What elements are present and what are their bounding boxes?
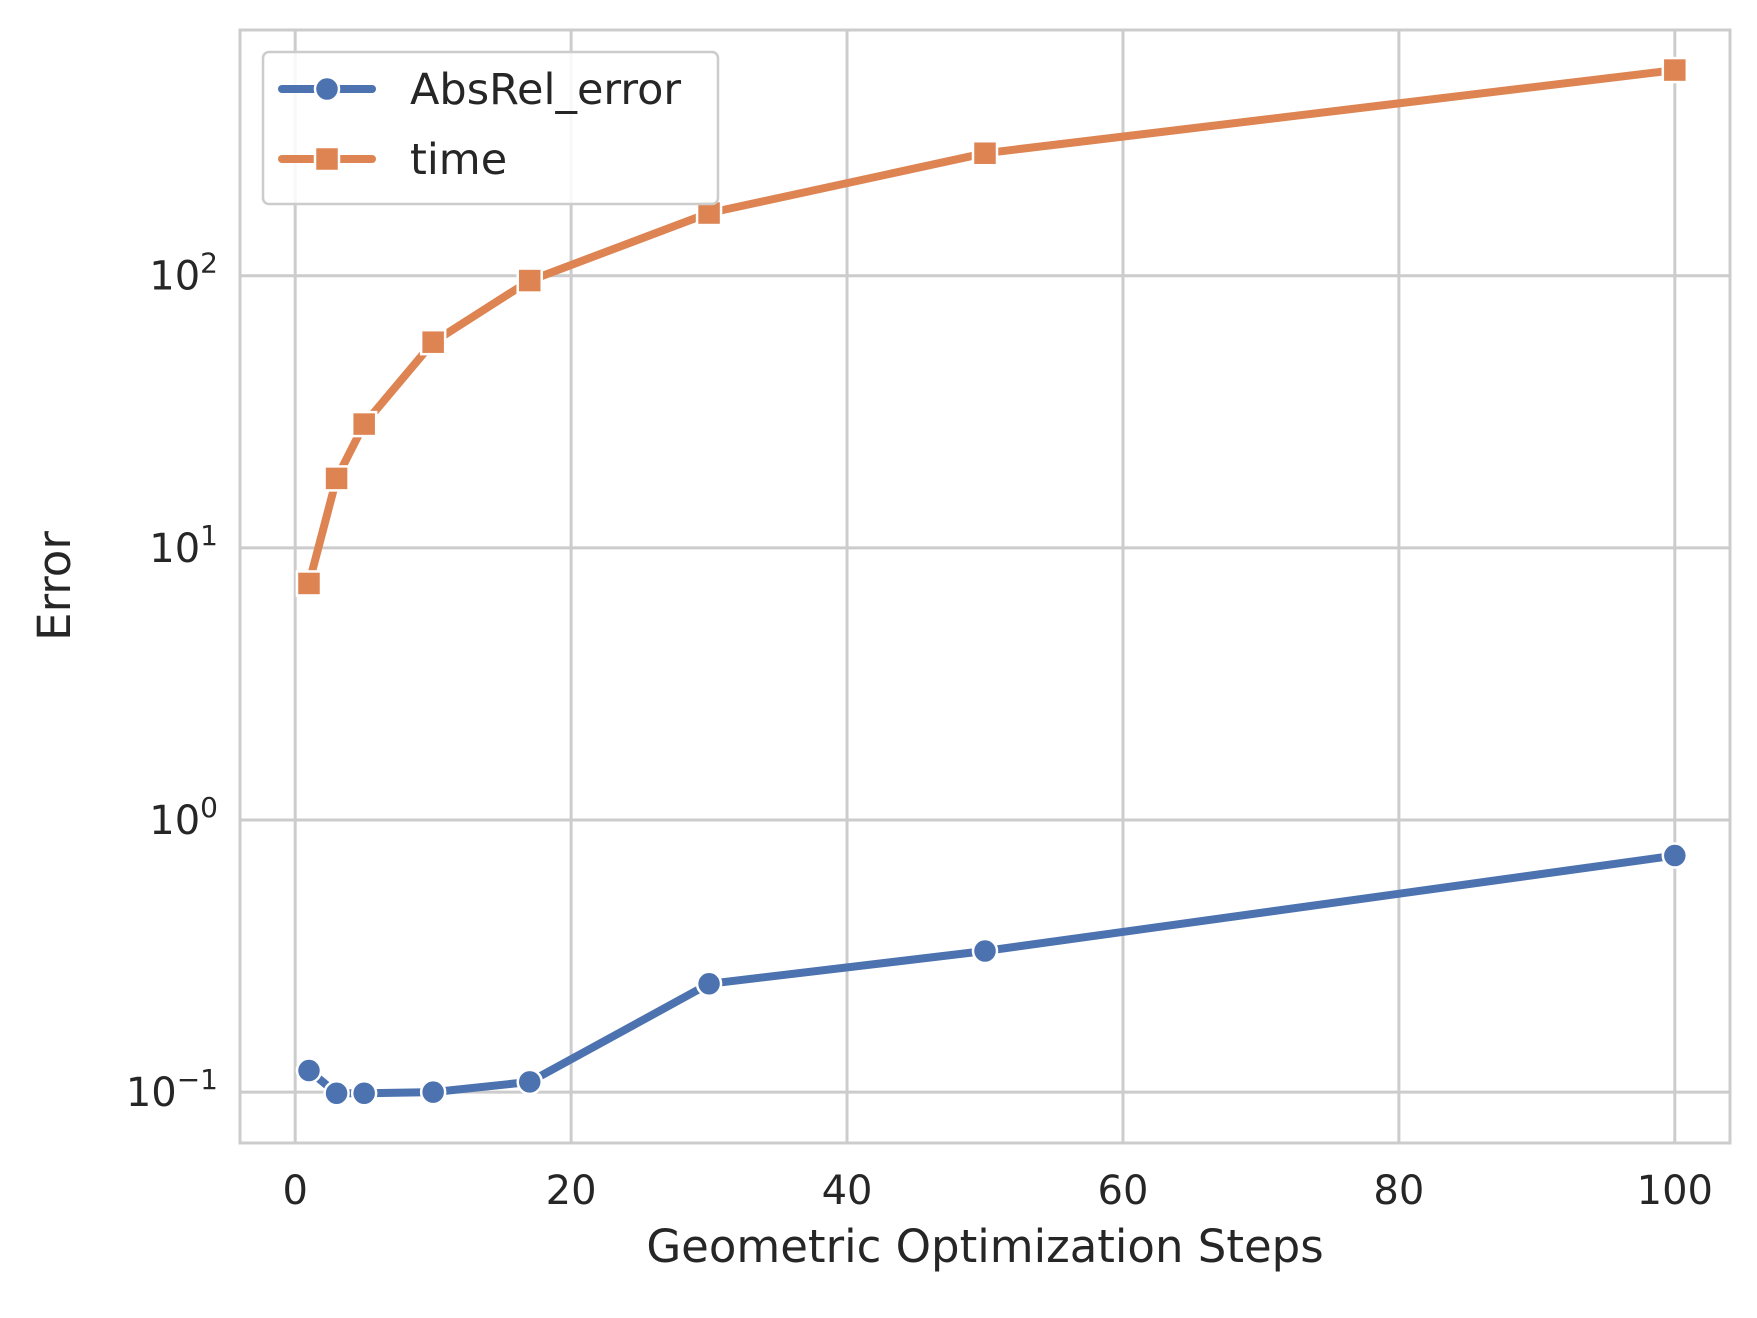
y-tick-label: 10−1	[126, 1063, 218, 1116]
x-tick-label: 20	[546, 1168, 597, 1214]
series-time	[295, 56, 1689, 597]
series-layer	[295, 56, 1689, 1107]
grid	[240, 30, 1730, 1143]
y-tick-label: 102	[149, 247, 218, 300]
series-absrel-error	[295, 842, 1689, 1107]
data-point-absrel-error	[350, 1080, 378, 1107]
legend-marker-time	[313, 145, 341, 173]
y-tick-label: 100	[149, 791, 218, 844]
y-tick-base: 10	[149, 254, 200, 300]
y-tick-label: 101	[149, 519, 218, 572]
legend-entry-time: time	[278, 135, 507, 185]
data-point-time	[350, 410, 378, 438]
data-point-time	[1661, 56, 1689, 84]
data-point-absrel-error	[1661, 842, 1689, 869]
legend-label-absrel-error: AbsRel_error	[410, 65, 681, 115]
x-tick-labels: 0 20 40 60 80 100	[282, 1168, 1713, 1214]
x-axis-label: Geometric Optimization Steps	[646, 1220, 1323, 1273]
data-point-time	[971, 139, 999, 167]
y-tick-exponent: 0	[200, 791, 218, 824]
legend-entry-absrel-error: AbsRel_error	[278, 65, 681, 115]
y-tick-exponent: 2	[200, 247, 218, 280]
x-tick-label: 0	[282, 1168, 307, 1214]
x-tick-label: 80	[1373, 1168, 1424, 1214]
y-tick-exponent: −1	[177, 1063, 218, 1096]
legend-frame	[261, 50, 720, 206]
legend-marker-absrel-error	[313, 75, 341, 103]
legend-label-time: time	[410, 135, 507, 185]
y-axis-label: Error	[28, 531, 81, 641]
y-tick-exponent: 1	[200, 519, 218, 552]
y-tick-base: 10	[126, 1070, 177, 1116]
x-tick-label: 60	[1098, 1168, 1149, 1214]
data-point-absrel-error	[516, 1068, 543, 1096]
data-point-time	[419, 328, 447, 356]
data-point-time	[295, 570, 323, 597]
data-point-absrel-error	[695, 970, 723, 998]
x-tick-label: 40	[822, 1168, 873, 1214]
x-tick-label: 100	[1637, 1168, 1713, 1214]
data-point-absrel-error	[323, 1080, 350, 1107]
data-point-absrel-error	[295, 1057, 323, 1084]
data-point-absrel-error	[971, 937, 999, 965]
plot-frame	[238, 28, 1732, 1145]
data-point-time	[516, 267, 543, 294]
y-tick-base: 10	[149, 526, 200, 572]
data-point-absrel-error	[419, 1078, 447, 1106]
data-point-time	[323, 465, 350, 492]
y-tick-base: 10	[149, 798, 200, 844]
